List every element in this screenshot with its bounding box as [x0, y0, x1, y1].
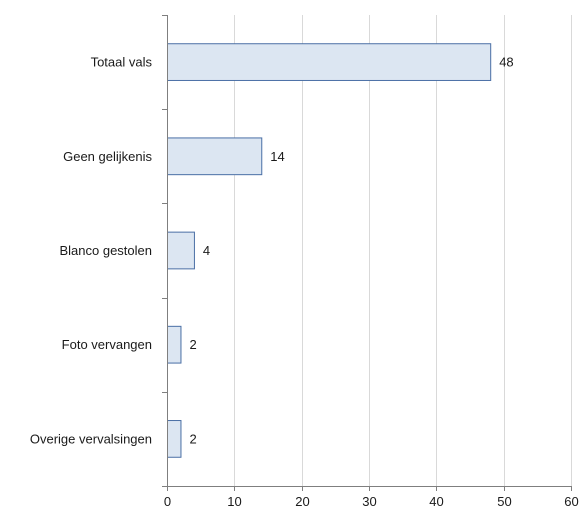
category-label: Overige vervalsingen: [30, 431, 152, 446]
category-label: Geen gelijkenis: [63, 149, 152, 164]
data-label: 2: [189, 431, 196, 446]
x-tick-label: 60: [564, 494, 578, 509]
bar: [167, 325, 182, 364]
bar: [167, 43, 492, 81]
x-tick-label: 10: [227, 494, 241, 509]
data-label: 14: [270, 149, 284, 164]
labels: Totaal vals 48 Geen gelijkenis 14 Blanco ges…: [30, 55, 579, 509]
data-label: 48: [499, 55, 513, 70]
x-tick-label: 40: [429, 494, 443, 509]
bar: [167, 420, 182, 458]
x-tick-label: 0: [164, 494, 171, 509]
category-label: Foto vervangen: [62, 337, 152, 352]
axes: [162, 15, 572, 491]
bar: [167, 231, 195, 270]
x-tick-label: 50: [497, 494, 511, 509]
data-label: 2: [189, 337, 196, 352]
data-label: 4: [203, 243, 210, 258]
bars: [167, 43, 492, 458]
category-label: Totaal vals: [91, 55, 153, 70]
bar: [167, 137, 263, 176]
x-tick-label: 30: [362, 494, 376, 509]
gridlines: [234, 15, 572, 486]
category-label: Blanco gestolen: [59, 243, 152, 258]
x-tick-label: 20: [295, 494, 309, 509]
